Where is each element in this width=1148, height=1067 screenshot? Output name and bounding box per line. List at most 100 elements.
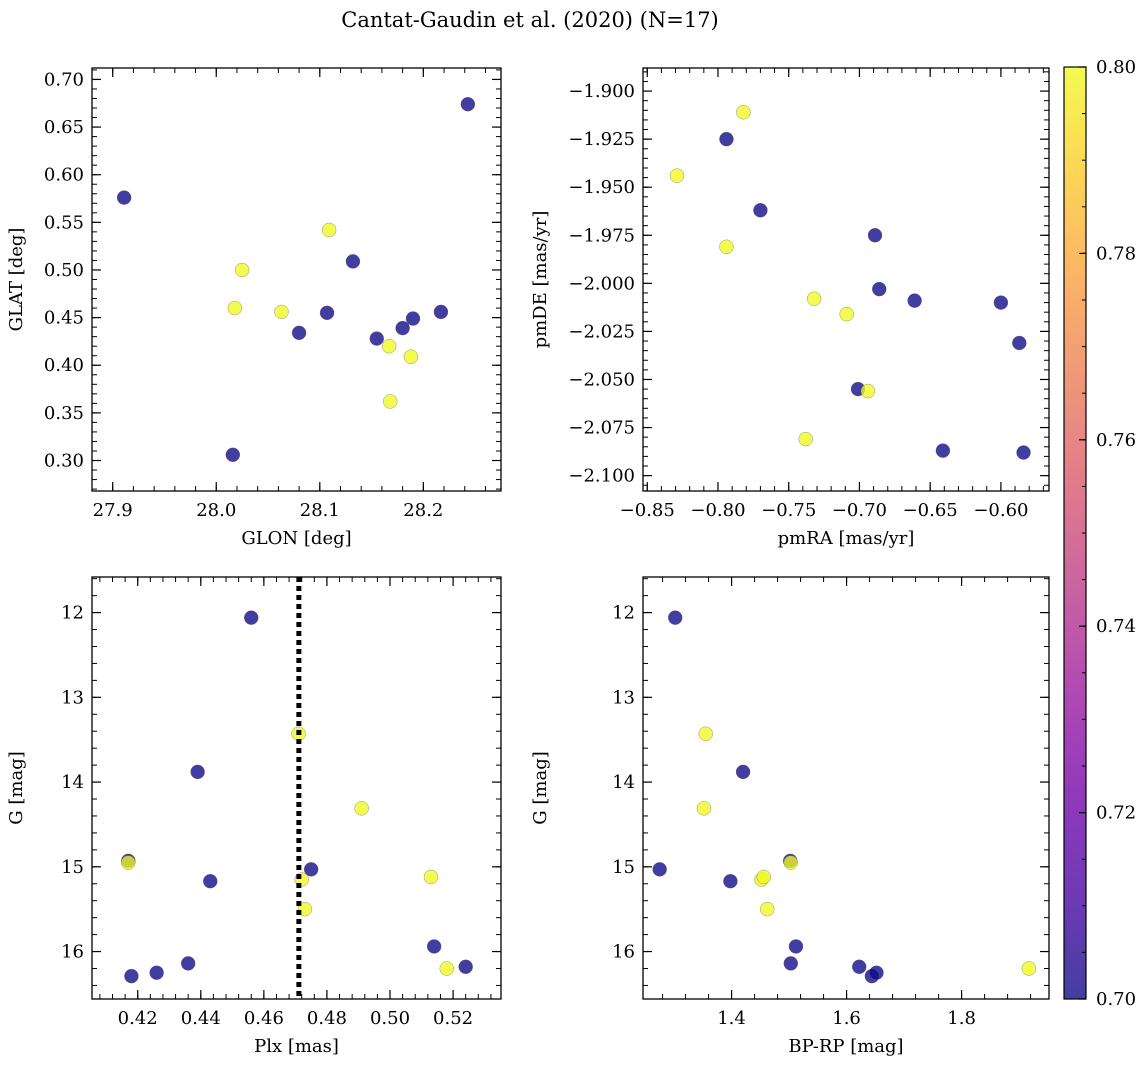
- y-tick-label: 0.65: [44, 117, 84, 138]
- panel-3: 0.42 0.44 0.46 0.48 0.50 0.52 12 13 14 15 16 Plx [m…: [6, 576, 502, 1057]
- scatter-point: [423, 869, 439, 885]
- scatter-point: [116, 190, 132, 205]
- scatter-point: [736, 104, 751, 120]
- colorbar-tick-label: 0.74: [1096, 616, 1136, 637]
- x-tick-label: −0.85: [620, 500, 675, 521]
- figure-title: Cantat-Gaudin et al. (2020) (N=17): [341, 8, 719, 32]
- scatter-point: [696, 801, 712, 816]
- scatter-point: [426, 939, 442, 954]
- scatter-point: [1016, 445, 1031, 460]
- scatter-point: [458, 959, 473, 975]
- scatter-point: [1021, 961, 1037, 976]
- scatter-point: [433, 304, 449, 320]
- y-tick-label: 14: [612, 772, 635, 793]
- panel-1: 27.9 28.0 28.1 28.2 0.30 0.35 0.40 0.45 0.50 0.55…: [6, 67, 502, 549]
- x-tick-label: 0.42: [118, 1008, 158, 1029]
- scatter-point: [439, 961, 455, 976]
- scatter-point: [652, 862, 667, 877]
- colorbar-tick-label: 0.78: [1096, 243, 1136, 264]
- x-tick-label: 28.1: [300, 500, 340, 521]
- y-tick-label: 0.30: [44, 451, 84, 472]
- colorbar-tick-label: 0.80: [1096, 57, 1136, 78]
- scatter-point: [759, 901, 775, 917]
- x-tick-label: −0.75: [761, 500, 816, 521]
- scatter-point: [234, 262, 250, 278]
- y-tick-label: −2.075: [568, 418, 635, 439]
- y-tick-label: 16: [612, 942, 635, 963]
- y-tick-label: 0.55: [44, 212, 84, 233]
- scatter-point: [345, 254, 361, 269]
- scatter-point: [667, 610, 683, 625]
- scatter-point: [149, 965, 164, 980]
- scatter-point: [869, 965, 884, 980]
- scatter-point: [798, 431, 813, 447]
- y-tick-label: −2.050: [568, 369, 635, 390]
- colorbar-tick-label: 0.70: [1096, 989, 1136, 1010]
- scatter-point: [225, 447, 241, 463]
- x-tick-label: 0.46: [244, 1008, 284, 1029]
- y-tick-label: 12: [61, 603, 84, 624]
- scatter-point: [719, 131, 734, 147]
- scatter-point: [860, 383, 876, 399]
- scatter-point: [723, 873, 738, 889]
- scatter-point: [756, 869, 772, 885]
- y-tick-label: −2.000: [568, 273, 635, 294]
- scatter-point: [788, 939, 804, 954]
- plot-frame: [91, 67, 502, 492]
- y-tick-label: −2.100: [568, 466, 635, 487]
- y-tick-label: 0.40: [44, 355, 84, 376]
- y-tick-label: −2.025: [568, 321, 635, 342]
- x-tick-label: 28.2: [403, 500, 443, 521]
- scatter-point: [851, 959, 867, 975]
- y-tick-label: 0.45: [44, 308, 84, 329]
- x-tick-label: 1.6: [832, 1008, 861, 1029]
- scatter-point: [753, 203, 768, 218]
- y-tick-label: 15: [612, 857, 635, 878]
- scatter-points: [669, 104, 1031, 460]
- scatter-point: [719, 239, 734, 255]
- scatter-point: [180, 956, 196, 971]
- y-tick-label: 13: [612, 687, 635, 708]
- x-tick-label: −0.65: [903, 500, 958, 521]
- y-tick-label: −1.975: [568, 225, 635, 246]
- scatter-point: [405, 311, 421, 326]
- colorbar-tick-label: 0.72: [1096, 803, 1136, 824]
- scatter-point: [460, 96, 476, 112]
- x-tick-label: 28.0: [196, 500, 236, 521]
- y-tick-label: −1.950: [568, 177, 635, 198]
- y-tick-label: 0.50: [44, 260, 84, 281]
- scatter-point: [907, 293, 922, 308]
- scatter-point: [871, 281, 887, 297]
- scatter-point: [867, 228, 883, 243]
- scatter-point: [698, 726, 713, 742]
- scatter-point: [935, 443, 951, 458]
- scatter-point: [291, 325, 307, 341]
- scatter-point: [783, 956, 799, 971]
- x-axis-label: GLON [deg]: [241, 528, 351, 549]
- y-tick-label: 0.60: [44, 165, 84, 186]
- x-tick-label: 27.9: [93, 500, 133, 521]
- scatter-point: [303, 862, 319, 877]
- plot-frame: [642, 576, 1050, 1000]
- scatter-point: [321, 222, 337, 238]
- panel-2: −0.85 −0.80 −0.75 −0.70 −0.65 −0.60 −1.900 −1.9…: [530, 67, 1050, 549]
- colorbar: 0.70 0.72 0.74 0.76 0.78 0.80: [1063, 57, 1136, 1010]
- scatter-point: [1012, 335, 1027, 351]
- x-tick-label: −0.60: [973, 500, 1028, 521]
- plot-frame: [642, 67, 1050, 492]
- y-axis-label: G [mag]: [530, 751, 551, 824]
- scatter-point: [243, 610, 259, 625]
- x-tick-label: 0.50: [370, 1008, 410, 1029]
- scatter-points: [121, 610, 473, 984]
- scatter-point: [190, 764, 205, 780]
- y-axis-label: pmDE [mas/yr]: [530, 211, 551, 349]
- x-tick-label: 0.44: [181, 1008, 221, 1029]
- scatter-point: [993, 295, 1009, 310]
- scatter-point: [381, 338, 397, 354]
- scatter-point: [227, 300, 243, 316]
- scatter-point: [395, 320, 410, 336]
- y-tick-label: 15: [61, 857, 84, 878]
- x-tick-label: 0.48: [307, 1008, 347, 1029]
- y-tick-label: 0.70: [44, 69, 84, 90]
